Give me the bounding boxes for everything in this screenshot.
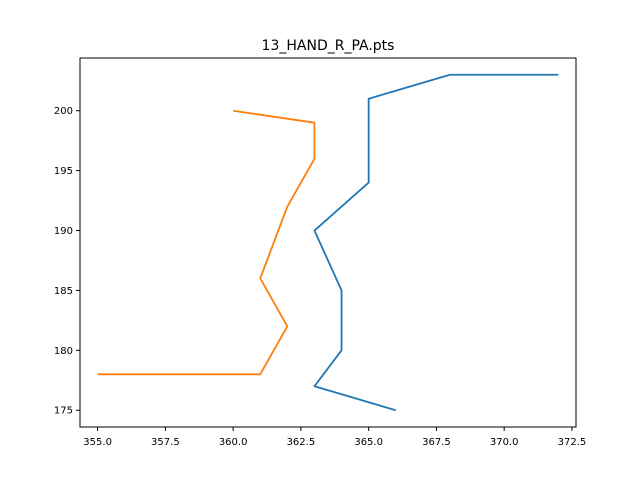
x-tick-label: 357.5 — [151, 437, 180, 448]
plot-lines — [97, 73, 559, 412]
x-tick-label: 367.5 — [422, 437, 451, 448]
y-tick-label: 190 — [54, 226, 73, 237]
y-tick-label: 200 — [54, 106, 73, 117]
x-axis: 355.0 357.5 360.0 362.5 365.0 367.5 370.0 372.5 — [83, 427, 586, 448]
y-axis: 175 180 185 190 195 200 — [54, 106, 80, 417]
y-tick-label: 180 — [54, 346, 73, 357]
y-tick-label: 185 — [54, 286, 73, 297]
x-tick-label: 372.5 — [558, 437, 587, 448]
plot-frame — [79, 57, 577, 428]
series-line-2 — [97, 109, 316, 376]
x-tick-label: 370.0 — [490, 437, 519, 448]
series-line-1 — [313, 73, 559, 412]
y-tick-label: 175 — [54, 406, 73, 417]
x-tick-label: 365.0 — [354, 437, 383, 448]
x-tick-label: 362.5 — [287, 437, 316, 448]
x-tick-label: 360.0 — [219, 437, 248, 448]
chart-title: 13_HAND_R_PA.pts — [262, 38, 395, 54]
x-tick-label: 355.0 — [83, 437, 112, 448]
y-tick-label: 195 — [54, 166, 73, 177]
